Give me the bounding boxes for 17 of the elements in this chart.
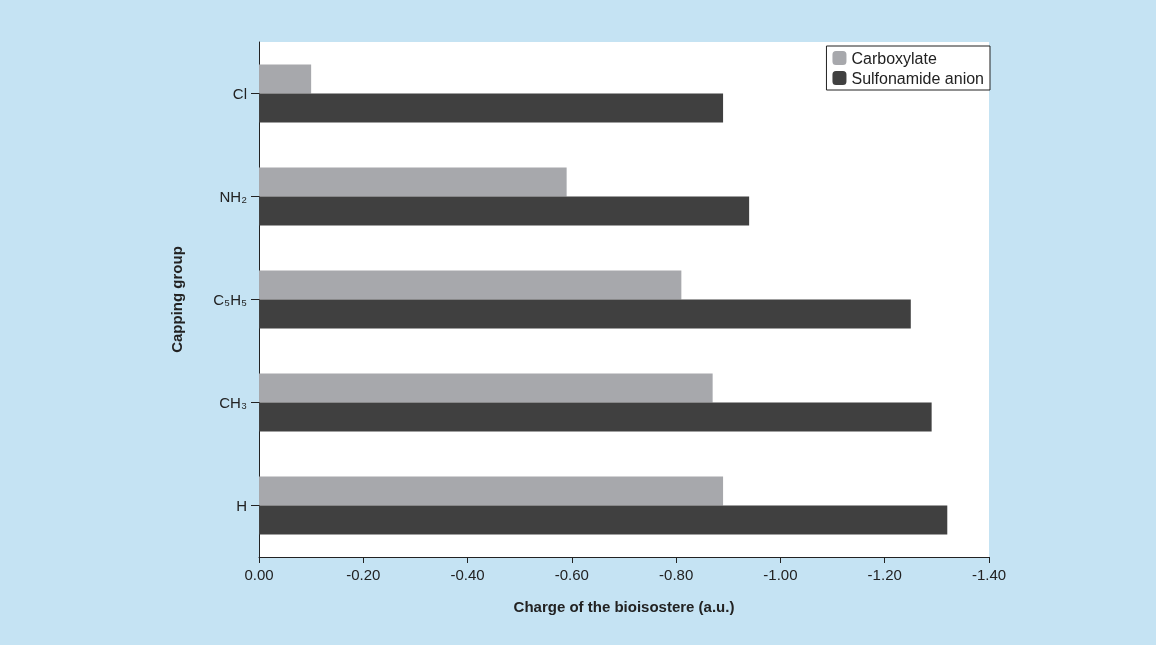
x-tick-label: -0.40 [450,566,485,583]
x-tick-label: -0.80 [659,566,694,583]
legend-label: Sulfonamide anion [851,69,985,87]
x-tick-label: -1.40 [971,566,1007,583]
x-axis-title: Charge of the bioisostere (a.u.) [513,598,735,615]
y-axis-title: Capping group [168,246,185,353]
x-tick-label: 0.00 [244,566,274,583]
y-tick-label: C₅H₅ [213,291,247,308]
y-tick-label: NH₂ [219,188,248,205]
x-tick-label: -0.20 [346,566,381,583]
x-tick-label: -1.20 [867,566,902,583]
y-tick-label: Cl [232,85,247,102]
x-tick-label: -1.00 [763,566,798,583]
legend-label: Carboxylate [851,49,937,67]
x-tick-label: -0.60 [554,566,589,583]
y-tick-label: CH₃ [219,394,247,411]
y-tick-label: H [236,497,247,514]
